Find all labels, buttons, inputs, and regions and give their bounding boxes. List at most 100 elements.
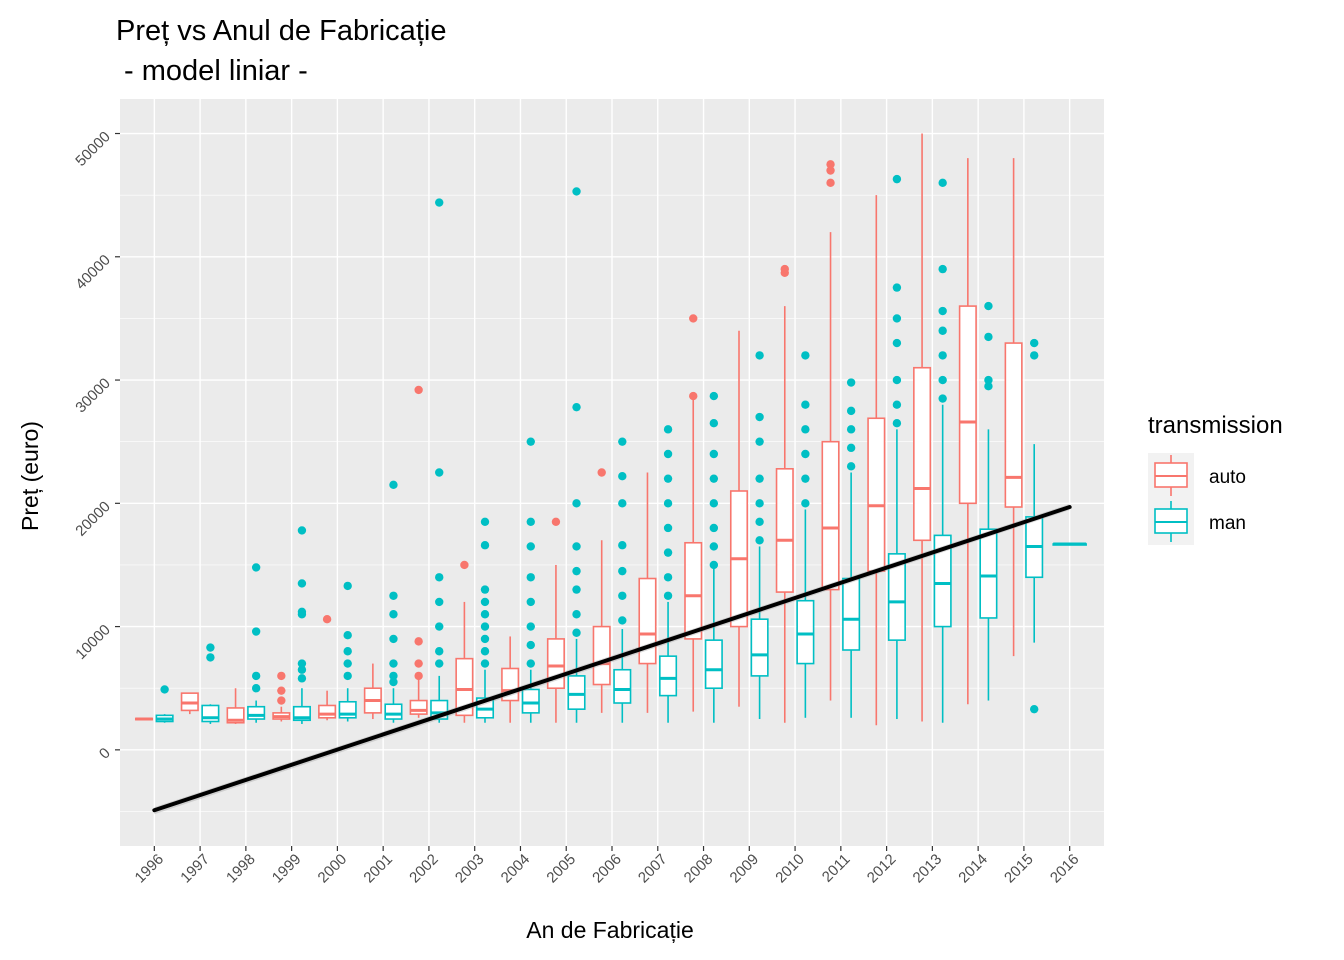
box-man-2013 (933, 178, 952, 723)
outlier-point (663, 449, 673, 459)
x-axis-title: An de Fabricație (526, 917, 693, 943)
box-auto-2011 (821, 160, 840, 701)
outlier-point (526, 517, 535, 527)
box-man-2009 (750, 351, 769, 720)
outlier-point (938, 394, 947, 403)
outlier-point (322, 614, 332, 624)
outlier-point (846, 443, 856, 453)
outlier-point (826, 178, 835, 188)
x-tick-label: 1999 (269, 851, 305, 887)
outlier-point (755, 437, 764, 446)
iqr-box (979, 528, 998, 619)
outlier-point (414, 659, 423, 668)
outlier-point (938, 264, 947, 274)
outlier-point (846, 406, 856, 416)
outlier-point (846, 425, 856, 434)
box-series (134, 133, 1087, 726)
iqr-box (913, 366, 932, 542)
box-auto-1999 (272, 671, 291, 722)
outlier-point (572, 542, 581, 551)
y-tick-label: 0 (96, 745, 114, 763)
outlier-point (414, 671, 423, 681)
outlier-point (343, 631, 352, 640)
outlier-point (343, 647, 352, 656)
outlier-point (938, 375, 947, 385)
x-tick-label: 2000 (315, 851, 351, 887)
outlier-point (206, 643, 215, 652)
outlier-point (414, 637, 423, 646)
iqr-box (775, 468, 794, 593)
outlier-point (755, 517, 764, 527)
x-tick-label: 2008 (681, 851, 717, 887)
outlier-point (551, 517, 561, 527)
legend-title: transmission (1148, 412, 1283, 439)
box-auto-1998 (226, 688, 245, 724)
box-auto-2007 (638, 472, 657, 713)
x-tick-label: 2002 (406, 851, 442, 887)
box-auto-2000 (318, 614, 337, 721)
box-man-2010 (796, 351, 815, 718)
outlier-point (480, 585, 490, 594)
outlier-point (938, 306, 947, 316)
box-auto-2009 (729, 330, 749, 707)
outlier-point (435, 647, 444, 656)
outlier-point (846, 378, 856, 387)
outlier-point (984, 332, 993, 342)
x-tick-label: 2009 (727, 851, 763, 887)
outlier-point (618, 541, 627, 550)
outlier-point (435, 198, 444, 207)
grid-lines (120, 99, 1104, 846)
outlier-point (801, 425, 810, 434)
outlier-point (526, 659, 535, 668)
outlier-point (297, 674, 307, 683)
outlier-point (297, 579, 307, 588)
x-tick-label: 1998 (223, 851, 259, 887)
box-man-2002 (430, 198, 449, 723)
outlier-point (618, 591, 627, 600)
outlier-point (297, 526, 307, 535)
x-tick-label: 2016 (1047, 851, 1083, 887)
outlier-point (709, 418, 719, 428)
box-man-2005 (567, 187, 586, 723)
outlier-point (892, 314, 902, 323)
outlier-point (343, 581, 352, 591)
outlier-point (343, 671, 352, 681)
series-auto (134, 133, 1023, 726)
outlier-point (389, 677, 398, 687)
iqr-box (796, 599, 815, 665)
outlier-point (755, 499, 764, 508)
outlier-point (572, 628, 581, 637)
outlier-point (709, 391, 719, 401)
box-man-1999 (292, 526, 311, 724)
trend-line (152, 505, 1072, 813)
outlier-point (251, 671, 261, 681)
iqr-box (247, 705, 266, 720)
x-tick-label: 1996 (132, 851, 168, 887)
box-auto-2008 (684, 314, 703, 712)
outlier-point (435, 597, 444, 607)
outlier-point (480, 517, 490, 527)
outlier-point (389, 671, 398, 681)
outlier-point (343, 659, 352, 668)
y-tick-label: 40000 (72, 252, 114, 294)
outlier-point (435, 659, 444, 668)
x-tick-label: 2007 (635, 851, 671, 887)
legend-key-auto (1148, 453, 1194, 499)
outlier-point (435, 573, 444, 582)
outlier-point (435, 468, 444, 477)
x-tick-label: 2011 (819, 851, 854, 886)
x-tick-label: 2003 (452, 851, 488, 887)
outlier-point (1030, 351, 1039, 360)
outlier-point (277, 686, 286, 695)
outlier-point (526, 573, 535, 582)
outlier-point (572, 610, 581, 619)
outlier-point (984, 301, 993, 311)
y-tick-label: 30000 (72, 375, 114, 417)
outlier-point (663, 499, 673, 508)
outlier-point (689, 391, 698, 401)
outlier-point (984, 375, 993, 385)
outlier-point (251, 684, 261, 693)
outlier-point (618, 616, 627, 625)
outlier-point (755, 536, 764, 545)
box-auto-2015 (1004, 158, 1023, 657)
